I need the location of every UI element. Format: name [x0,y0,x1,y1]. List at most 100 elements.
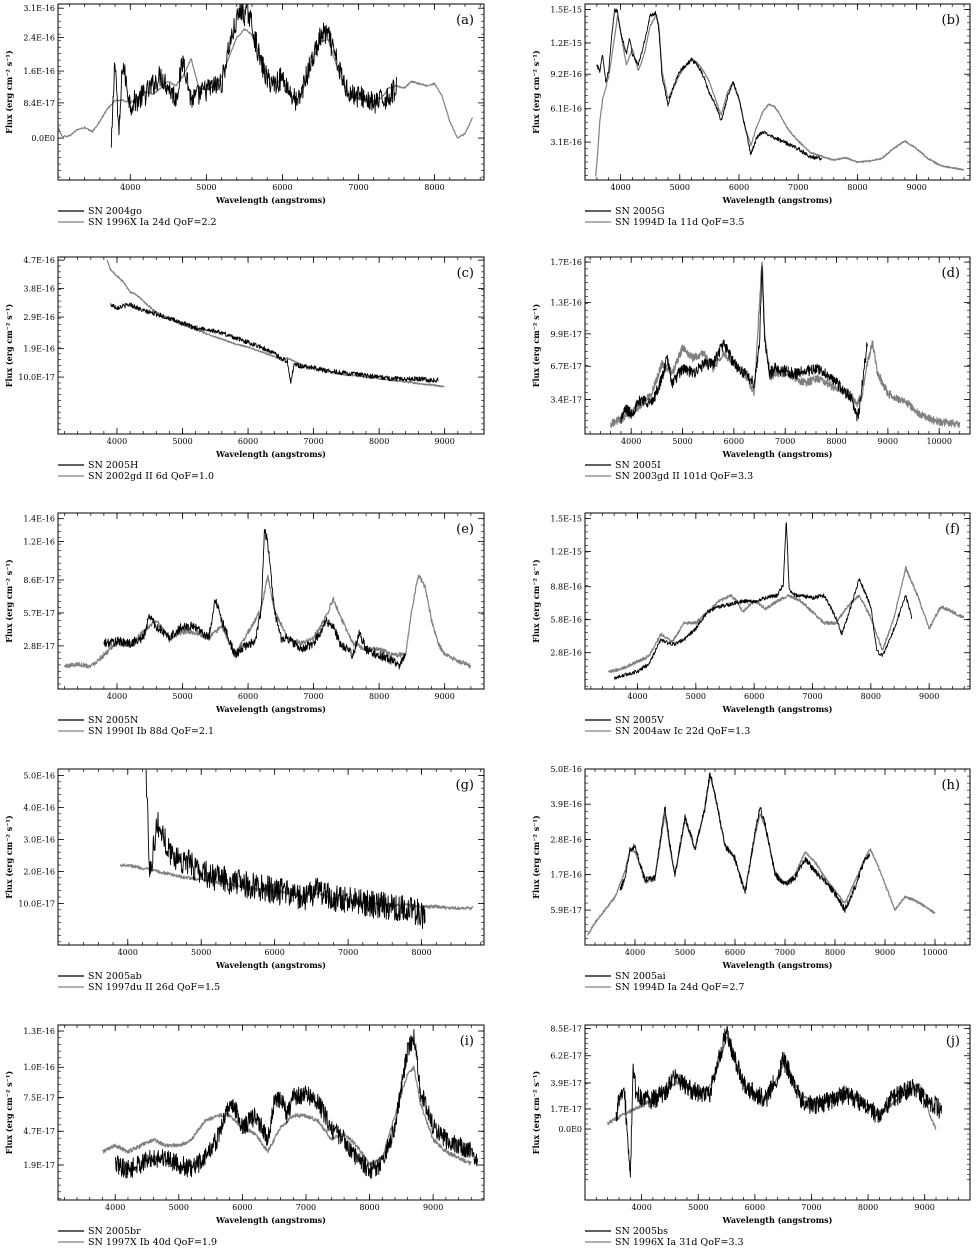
x-tick-label: 7000 [802,692,822,701]
x-tick-label: 9000 [434,437,454,446]
panel-label: (j) [946,1034,960,1049]
x-tick-label: 7000 [801,1203,821,1212]
y-tick-label: 0.0E0 [31,134,55,143]
y-tick-label: 1.0E-16 [23,1063,55,1072]
y-axis-label: Flux (erg cm⁻² s⁻¹) [4,815,14,899]
y-tick-label: 4.7E-17 [23,1127,55,1136]
x-tick-label: 6000 [238,437,258,446]
plot-frame [57,3,485,181]
x-tick-label: 7000 [775,437,795,446]
y-tick-label: 8.8E-16 [550,583,582,592]
plot-frame [584,3,971,181]
legend-entry: SN 1994D Ia 11d QoF=3.5 [615,217,744,228]
y-tick-label: 1.2E-15 [550,39,582,48]
x-axis-label: Wavelength (angstroms) [215,704,326,714]
x-tick-label: 7000 [296,1203,316,1212]
plot-frame [584,256,971,435]
y-tick-label: 1.5E-15 [550,6,582,15]
y-tick-label: 5.9E-17 [550,906,582,915]
y-tick-label: 3.9E-17 [550,1079,582,1088]
legend-entry: SN 2005br [88,1226,141,1237]
plot-frame [584,1024,971,1201]
panel-label: (b) [942,13,960,28]
y-tick-label: 2.8E-16 [550,649,582,658]
x-tick-label: 6000 [729,183,749,192]
plot-frame [57,1024,485,1201]
y-tick-label: 3.0E-16 [23,835,55,844]
chart-panel: 4000 5000 6000 7000 8000 9000 1.9E-17 4.7E-17 7.… [4,1024,485,1248]
y-tick-label: 9.9E-17 [550,330,582,339]
x-tick-label: 6000 [744,692,764,701]
y-tick-label: 4.7E-16 [23,256,55,265]
legend-entry: SN 1996X Ia 24d QoF=2.2 [88,217,217,228]
series-observed-line [619,772,871,913]
y-tick-label: 7.5E-17 [23,1093,55,1102]
x-tick-label: 5000 [672,437,692,446]
panel-label: (g) [456,778,474,793]
x-tick-label: 8000 [826,437,846,446]
x-tick-label: 6000 [745,1203,765,1212]
y-tick-label: 1.4E-16 [23,515,55,524]
x-tick-label: 8000 [847,183,867,192]
x-tick-label: 9000 [919,692,939,701]
chart-panel: 4000 5000 6000 7000 8000 9000 10000 5.9E-17 1.7E… [531,765,971,993]
series-template-line [587,774,936,936]
x-tick-label: 9000 [878,437,898,446]
y-axis-label: Flux (erg cm⁻² s⁻¹) [4,1071,14,1155]
y-tick-label: 3.8E-16 [23,285,55,294]
y-tick-label: 3.4E-17 [550,396,582,405]
x-tick-label: 7000 [338,948,358,957]
y-axis-label: Flux (erg cm⁻² s⁻¹) [531,304,541,388]
y-tick-label: 8.4E-17 [23,99,55,108]
legend-entry: SN 2004aw Ic 22d QoF=1.3 [615,726,750,737]
series-observed-line [613,522,913,680]
x-tick-label: 7000 [303,692,323,701]
x-tick-label: 4000 [610,183,630,192]
x-tick-label: 4000 [107,437,127,446]
x-axis-label: Wavelength (angstroms) [215,449,326,459]
legend-entry: SN 2002gd II 6d QoF=1.0 [88,471,214,482]
series-template-line [610,261,961,428]
series-template-line [595,14,965,177]
x-tick-label: 5000 [172,692,192,701]
y-tick-label: 1.3E-16 [550,299,582,308]
panel-label: (c) [457,266,474,281]
legend-entry: SN 1996X Ia 31d QoF=3.3 [615,1237,744,1248]
y-tick-label: 6.2E-17 [550,1052,582,1061]
legend-entry: SN 1997du II 26d QoF=1.5 [88,982,220,993]
plot-frame [57,768,485,946]
y-tick-label: 1.7E-16 [550,258,582,267]
legend-entry: SN 2005bs [615,1226,668,1237]
x-axis-label: Wavelength (angstroms) [215,960,326,970]
y-tick-label: 1.7E-17 [550,1105,582,1114]
y-tick-label: 10.0E-17 [18,373,55,382]
legend-entry: SN 2005ab [88,971,142,982]
y-tick-label: 1.9E-17 [23,1161,55,1170]
x-tick-label: 7000 [303,437,323,446]
y-axis-label: Flux (erg cm⁻² s⁻¹) [531,559,541,643]
legend-entry: SN 2005ai [615,971,666,982]
legend-entry: SN 1990I Ib 88d QoF=2.1 [88,726,214,737]
x-tick-label: 7000 [788,183,808,192]
y-tick-label: 2.8E-17 [23,642,55,651]
x-axis-label: Wavelength (angstroms) [722,195,833,205]
x-tick-label: 7000 [775,948,795,957]
panel-label: (f) [945,522,960,537]
series-template-line [64,574,472,669]
x-tick-label: 9000 [423,1203,443,1212]
chart-panel: 4000 5000 6000 7000 8000 9000 10.0E-17 1.9E-16 2… [4,256,485,482]
y-tick-label: 1.3E-16 [23,1027,55,1036]
series-observed-line [110,302,439,384]
y-tick-label: 1.2E-15 [550,548,582,557]
y-tick-label: 1.6E-16 [23,67,55,76]
x-tick-label: 4000 [120,183,140,192]
x-tick-label: 5000 [172,437,192,446]
legend-entry: SN 2005N [88,715,138,726]
x-tick-label: 9000 [907,183,927,192]
x-tick-label: 6000 [724,437,744,446]
x-tick-label: 5000 [169,1203,189,1212]
x-tick-label: 8000 [858,1203,878,1212]
y-tick-label: 1.7E-16 [550,871,582,880]
chart-panel: 4000 5000 6000 7000 8000 9000 3.1E-16 6.1E-16 9.… [531,3,971,228]
series-template-line [106,259,445,388]
